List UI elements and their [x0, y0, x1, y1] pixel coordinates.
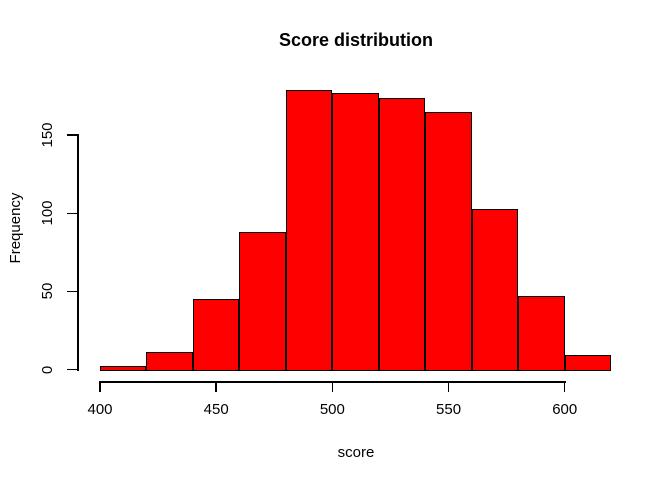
x-tick-label: 600	[552, 401, 578, 418]
y-tick-label: 50	[39, 283, 56, 300]
y-axis-label: Frequency	[7, 192, 24, 264]
x-tick-mark	[563, 382, 566, 392]
x-tick-mark	[447, 382, 450, 392]
x-tick-mark	[331, 382, 334, 392]
histogram-bar	[285, 89, 333, 371]
x-tick-label: 500	[319, 401, 345, 418]
y-tick-mark	[67, 290, 77, 293]
histogram-bar	[518, 296, 565, 371]
x-tick-label: 450	[203, 401, 229, 418]
y-tick-label: 0	[39, 365, 56, 374]
histogram-bar	[378, 97, 426, 371]
y-axis-line	[77, 134, 79, 371]
y-tick-mark	[67, 134, 77, 136]
y-tick-mark	[67, 212, 77, 215]
y-tick-label: 150	[39, 122, 56, 148]
x-tick-label: 400	[87, 401, 113, 418]
x-axis-label: score	[337, 444, 375, 461]
histogram-bar	[100, 366, 147, 371]
chart-title: Score distribution	[278, 30, 433, 50]
y-tick-label: 100	[39, 200, 56, 226]
y-tick-mark	[67, 368, 77, 371]
histogram-bar	[564, 355, 612, 371]
histogram-bar	[332, 93, 379, 371]
histogram-bar	[146, 352, 193, 371]
x-axis-line	[99, 380, 566, 383]
x-tick-mark	[99, 382, 101, 392]
x-tick-label: 550	[436, 401, 462, 418]
x-tick-mark	[215, 382, 217, 392]
histogram-bar	[239, 232, 286, 371]
histogram-bar	[471, 208, 519, 371]
histogram-bar	[192, 299, 240, 371]
histogram-bar	[425, 111, 472, 371]
